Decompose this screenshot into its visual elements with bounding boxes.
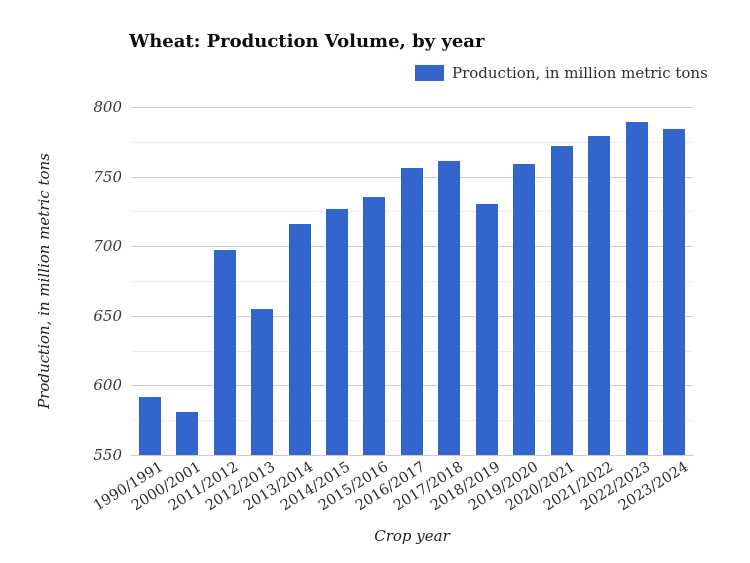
- chart-title: Wheat: Production Volume, by year: [129, 31, 485, 52]
- plot-area: [131, 107, 693, 456]
- bar[interactable]: [176, 411, 199, 455]
- y-tick-label: 650: [93, 306, 122, 325]
- bar[interactable]: [251, 308, 274, 455]
- bar[interactable]: [475, 204, 498, 455]
- y-tick-label: 750: [93, 167, 122, 186]
- y-tick-label: 700: [93, 237, 122, 256]
- legend-swatch: [415, 65, 444, 81]
- bars-container: [131, 107, 693, 455]
- bar[interactable]: [288, 223, 311, 455]
- bar[interactable]: [138, 396, 161, 455]
- y-tick-label: 550: [93, 446, 122, 464]
- bar[interactable]: [588, 136, 611, 455]
- bar[interactable]: [363, 197, 386, 455]
- y-tick-label: 800: [93, 98, 122, 116]
- bar[interactable]: [513, 164, 536, 455]
- x-axis-title: Crop year: [374, 527, 450, 545]
- legend: Production, in million metric tons: [415, 64, 708, 82]
- y-tick-label: 600: [93, 376, 122, 395]
- bar[interactable]: [438, 161, 461, 455]
- bar[interactable]: [625, 122, 648, 455]
- bar[interactable]: [213, 250, 236, 455]
- bar[interactable]: [400, 168, 423, 455]
- bar[interactable]: [550, 145, 573, 455]
- y-axis-title: Production, in million metric tons: [35, 153, 53, 409]
- bar[interactable]: [663, 129, 686, 455]
- gridline-minor: [131, 141, 693, 143]
- bar[interactable]: [325, 208, 348, 455]
- gridline-major: [131, 107, 693, 108]
- gridline-major: [131, 455, 693, 456]
- legend-label: Production, in million metric tons: [452, 64, 708, 82]
- y-axis-tick-labels: 550 600 650 700 750 800: [55, 98, 122, 464]
